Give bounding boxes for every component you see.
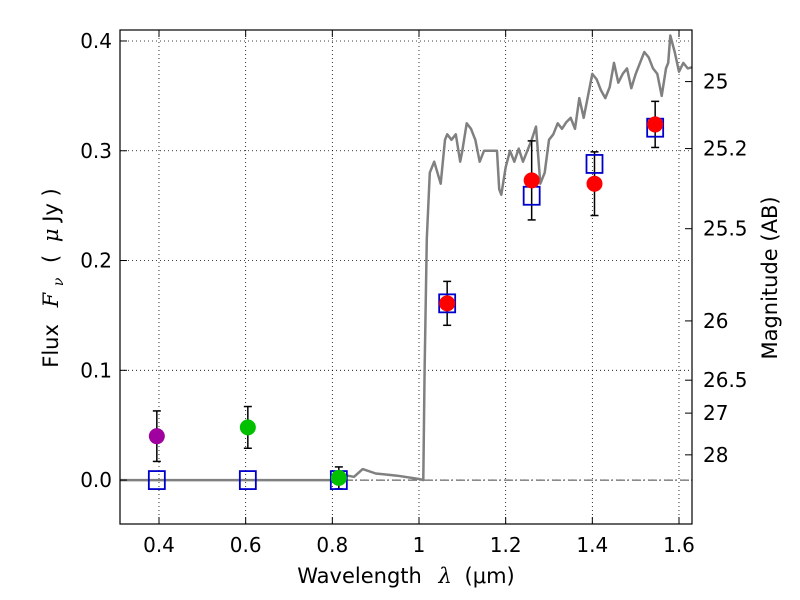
x-tick-label: 1.6 (663, 533, 695, 557)
observed-point (647, 116, 664, 133)
error-bars (152, 100, 660, 490)
grid (120, 30, 692, 524)
x-tick-label: 1.4 (576, 533, 608, 557)
y-axis-title: Flux F ν ( μ Jy ) (39, 188, 68, 368)
axis-ticks (120, 30, 692, 524)
model-spectrum-line (120, 34, 692, 482)
x-tick-label: 1 (413, 533, 426, 557)
x-tick-label: 1.2 (490, 533, 522, 557)
y-tick-label: 0.0 (80, 468, 112, 492)
y-axis-title-symbol: F (39, 291, 63, 308)
y-tick-label: 0.4 (80, 29, 112, 53)
y-axis-title-unit-mu: μ (39, 228, 63, 242)
y-tick-label: 0.1 (80, 358, 112, 382)
x-axis-title-unit: (μm) (465, 564, 515, 588)
x-tick-label: 0.4 (143, 533, 175, 557)
y-axis-title-subscript: ν (51, 277, 67, 286)
model-bandpass-point (147, 470, 166, 490)
y-axis-title-unit-rest: Jy ) (39, 188, 63, 224)
mag-tick-label: 27 (703, 401, 728, 425)
observed-point (439, 295, 456, 312)
model-bandpass-point (585, 154, 604, 174)
y-axis-title-unit-open: ( (39, 255, 63, 263)
model-bandpass-markers (147, 117, 665, 490)
observed-point (586, 175, 603, 192)
mag-tick-label: 25.5 (703, 217, 748, 241)
tick-labels: 0.4 0.6 0.8 1 1.2 1.4 1.6 0.0 0.1 0.2 0.3 0.4 25 25.2… (80, 29, 747, 557)
observed-point (239, 419, 256, 436)
observed-point (330, 469, 347, 486)
y-axis-title-prefix: Flux (39, 324, 63, 368)
plot-frame (119, 29, 693, 525)
mag-tick-label: 26 (703, 309, 728, 333)
mag-tick-label: 26.5 (703, 368, 748, 392)
x-tick-label: 0.8 (316, 533, 348, 557)
mag-tick-label: 28 (703, 443, 728, 467)
model-bandpass-point (238, 470, 257, 490)
mag-tick-label: 25 (703, 70, 728, 94)
observed-point (148, 428, 165, 445)
observed-point (523, 172, 540, 189)
mag-tick-label: 25.2 (703, 137, 748, 161)
x-tick-label: 0.6 (230, 533, 262, 557)
x-axis-title: Wavelength λ (μm) (297, 564, 514, 588)
y2-axis-title: Magnitude (AB) (758, 196, 782, 359)
x-axis-title-text: Wavelength (297, 564, 422, 588)
y-tick-label: 0.3 (80, 139, 112, 163)
x-axis-title-symbol: λ (438, 564, 452, 588)
observed-markers (148, 116, 664, 486)
y-tick-label: 0.2 (80, 249, 112, 273)
